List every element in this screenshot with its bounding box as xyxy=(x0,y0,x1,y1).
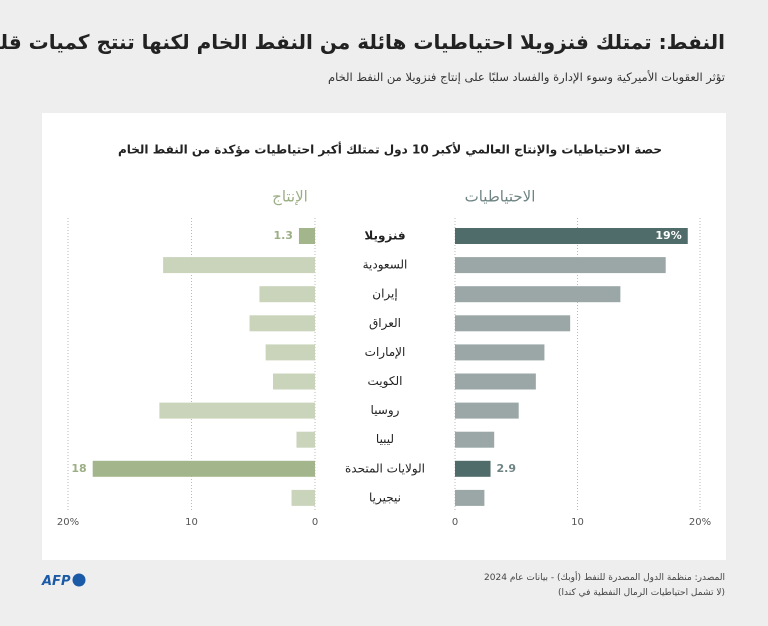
category-label: الكويت xyxy=(368,374,403,389)
series-header: الاحتياطيات xyxy=(465,188,536,206)
bar xyxy=(455,286,621,303)
x-tick-label: 20% xyxy=(689,517,711,528)
value-label: 18 xyxy=(71,462,86,475)
category-label: السعودية xyxy=(363,258,408,273)
bar xyxy=(273,373,315,390)
series-header: الإنتاج xyxy=(272,188,308,207)
bar xyxy=(455,460,491,477)
bar xyxy=(298,228,315,244)
x-tick-label: 0 xyxy=(452,517,458,528)
x-tick-label: 0 xyxy=(312,517,318,528)
category-label: إيران xyxy=(372,287,397,302)
bar xyxy=(159,402,315,419)
bar xyxy=(455,431,495,448)
category-label: فنزويلا xyxy=(364,229,405,244)
bar xyxy=(265,344,315,361)
category-label: الإمارات xyxy=(365,345,406,360)
category-label: ليبيا xyxy=(376,432,394,446)
bar xyxy=(163,257,315,274)
source: المصدر: منظمة الدول المصدرة للنفط (أوبك)… xyxy=(484,573,725,583)
bar xyxy=(455,489,485,506)
x-tick-label: 10 xyxy=(185,517,198,528)
value-label: 19% xyxy=(655,229,681,242)
category-label: نيجيريا xyxy=(369,490,401,505)
bar xyxy=(296,431,315,448)
value-label: 1.3 xyxy=(273,229,293,242)
panel xyxy=(42,113,726,560)
category-label: روسيا xyxy=(371,403,400,418)
x-tick-label: 10 xyxy=(571,517,584,528)
title: النفط: تمتلك فنزويلا احتياطيات هائلة من … xyxy=(0,30,725,54)
logo-dot xyxy=(72,573,86,587)
bar xyxy=(455,315,571,332)
bar xyxy=(455,257,666,274)
chart-title: حصة الاحتياطيات والإنتاج العالمي لأكبر 1… xyxy=(118,142,662,158)
bar xyxy=(455,402,519,419)
x-tick-label: 20% xyxy=(57,517,79,528)
category-label: العراق xyxy=(369,316,401,331)
category-label: الولايات المتحدة xyxy=(345,461,425,476)
bar xyxy=(249,315,315,332)
logo: AFP xyxy=(42,571,86,589)
source-note: (لا تشمل احتياطيات الرمال النفطية في كند… xyxy=(558,588,725,598)
bar xyxy=(259,286,315,303)
bar xyxy=(92,460,315,477)
subtitle: تؤثر العقوبات الأميركية وسوء الإدارة وال… xyxy=(327,70,725,84)
logo-text: AFP xyxy=(42,574,71,589)
value-label: 2.9 xyxy=(497,462,517,475)
bar xyxy=(455,344,545,361)
bar xyxy=(291,489,315,506)
bar xyxy=(455,373,536,390)
bar xyxy=(455,228,688,244)
